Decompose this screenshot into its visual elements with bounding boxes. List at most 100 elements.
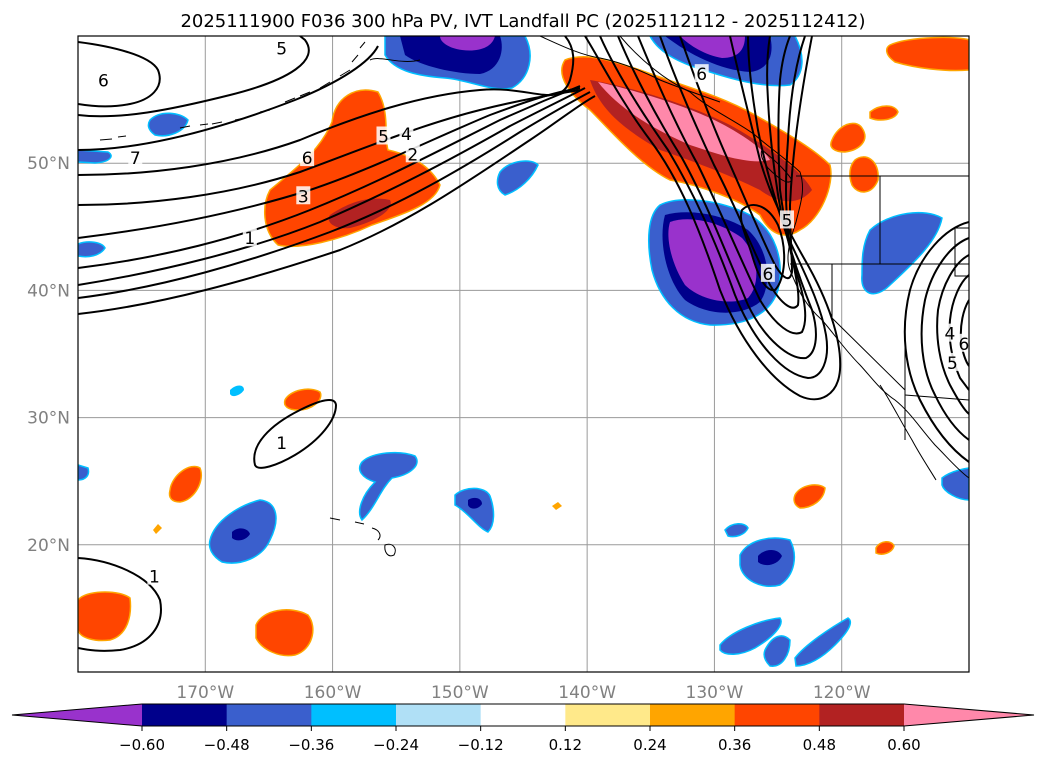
pv-contour-label: 6 <box>958 335 969 355</box>
colorbar-bin <box>142 704 228 726</box>
shade-neg-small-7-core <box>468 497 482 509</box>
shade-neg-small-12 <box>794 617 852 667</box>
pv-contour-label: 1 <box>276 434 287 454</box>
pv-contour-label: 4 <box>944 325 955 345</box>
pv-contour-trough-1 <box>584 36 842 401</box>
shade-blob-small-8 <box>153 524 162 534</box>
pv-contour-jet-6 <box>78 91 591 299</box>
pv-label-bg <box>399 123 414 142</box>
shade-neg-small-2 <box>496 160 539 196</box>
coastlines <box>99 36 969 557</box>
shade-neg-small-3 <box>78 149 112 164</box>
lon-tick-label: 150°W <box>431 683 489 703</box>
coastline-baja <box>879 384 937 481</box>
pv-contour-east-2 <box>920 237 969 441</box>
shade-neg-small-4 <box>78 241 106 258</box>
lon-tick-label: 170°W <box>176 683 234 703</box>
colorbar-bin <box>396 704 482 726</box>
shade-neg-small-11 <box>763 635 791 667</box>
shade-core-nw-pacific <box>328 198 391 229</box>
pv-contour-label: 5 <box>782 211 793 231</box>
shade-neg-gulf-alaska-purple <box>680 36 745 58</box>
shade-neg-inland <box>861 211 943 295</box>
pv-label-bg <box>694 64 709 83</box>
lat-tick-label: 40°N <box>27 281 70 301</box>
pv-label-bg <box>128 148 143 167</box>
pv-contour-west-3 <box>78 45 379 151</box>
pv-label-bg <box>779 210 794 229</box>
pv-contour-jet-2 <box>78 89 581 206</box>
lat-tick-label: 50°N <box>27 154 70 174</box>
pv-contour-label: 1 <box>149 568 160 588</box>
lat-tick-label: 20°N <box>27 536 70 556</box>
shade-blob-small-4 <box>255 609 314 657</box>
shade-blob-ne-corner <box>885 36 969 72</box>
lon-tick-label: 130°W <box>686 683 744 703</box>
colorbar-bin <box>819 704 905 726</box>
pv-label-bg <box>300 148 315 167</box>
map-frame <box>77 35 970 673</box>
pv-label-bg <box>760 263 775 282</box>
shade-neg-north-pacific-purple <box>440 36 495 51</box>
pv-contour-subtropical-1 <box>253 398 338 469</box>
shade-blob-small-7 <box>552 502 562 510</box>
pv-contour-subtropical-2 <box>78 557 162 652</box>
pv-contour-trough-6 <box>679 36 813 280</box>
lat-tick-label: 30°N <box>27 409 70 429</box>
colorbar-bin <box>311 704 397 726</box>
colorbar-tick-label: 0.48 <box>803 736 836 754</box>
colorbar-bin <box>480 704 566 726</box>
pv-contour-trough-3 <box>617 36 817 360</box>
colorbar-bin <box>650 704 736 726</box>
pv-contour-east-3 <box>936 254 969 415</box>
axis-ticks: 170°W 160°W 150°W 140°W 130°W 120°W 20°N 30°N 40… <box>27 154 871 703</box>
shade-blob-bc-coast <box>830 122 866 153</box>
shade-neg-small-9 <box>724 523 749 538</box>
pv-contours <box>78 36 969 652</box>
colorbar-bin <box>565 704 651 726</box>
pv-contour-jet-7 <box>78 95 596 315</box>
pv-contour-label: 6 <box>302 149 313 169</box>
colorbar-extend-max <box>904 704 1034 726</box>
pv-contour-trough-4 <box>637 36 807 335</box>
pv-contour-label: 5 <box>947 354 958 374</box>
pv-contour-jet-5 <box>78 87 586 286</box>
coastline-alaska <box>369 36 721 103</box>
colorbar: −0.60 −0.48 −0.36 −0.24 −0.12 0.12 0.24 0.36 0.4… <box>11 703 1035 754</box>
pv-contour-label: 6 <box>762 265 773 285</box>
chart-title: 2025111900 F036 300 hPa PV, IVT Landfall… <box>180 11 865 32</box>
lon-tick-label: 160°W <box>304 683 362 703</box>
pv-contour-jet-3 <box>78 87 581 239</box>
pv-contour-jet-4 <box>78 85 581 269</box>
pv-contour-label: 7 <box>130 149 141 169</box>
pv-label-bg <box>296 186 311 205</box>
colorbar-tick-label: 0.24 <box>633 736 666 754</box>
border-state-wy <box>954 228 969 277</box>
shade-blob-small-6 <box>875 541 895 555</box>
pv-contour-east-1 <box>903 221 969 463</box>
shade-blob-small-5 <box>793 484 826 509</box>
coastline-hawaii <box>329 517 396 557</box>
pv-label-bg <box>274 38 289 57</box>
shade-blob-inland <box>849 156 879 193</box>
pv-label-bg <box>945 352 960 371</box>
colorbar-tick-label: −0.24 <box>373 736 419 754</box>
colorbar-tick-label: −0.60 <box>119 736 165 754</box>
pv-label-bg <box>405 144 420 163</box>
shade-blob-small-2 <box>168 465 202 503</box>
colorbar-bin <box>734 704 820 726</box>
pv-label-bg <box>274 433 289 452</box>
ocean-background <box>78 36 969 672</box>
pv-label-bg <box>942 323 957 342</box>
pv-contour-jet-1 <box>78 36 575 176</box>
pv-contour-west-2 <box>78 36 310 118</box>
pv-label-bg <box>956 333 969 352</box>
shade-neg-small-7 <box>454 487 495 533</box>
pv-contour-label: 4 <box>401 125 412 145</box>
colorbar-bin <box>226 704 312 726</box>
shade-neg-small-13 <box>941 467 969 501</box>
colorbar-extend-min <box>12 704 142 726</box>
